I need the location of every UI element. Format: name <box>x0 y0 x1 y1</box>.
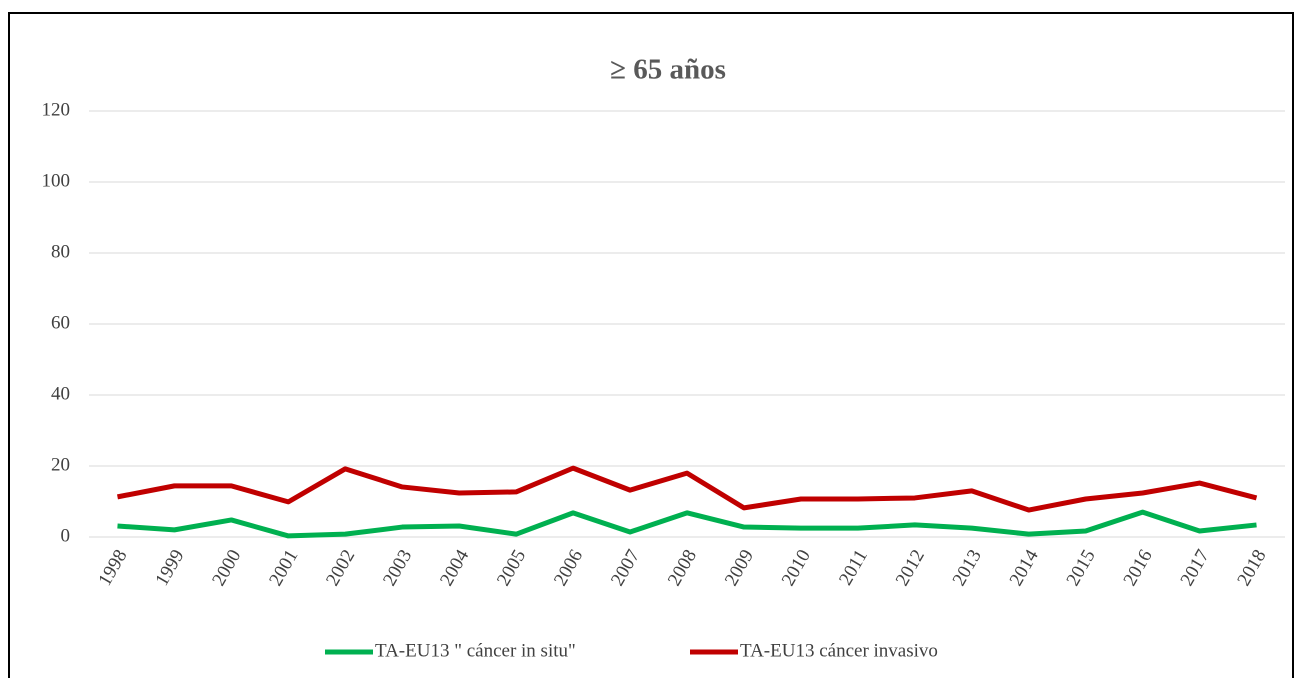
y-tick-label: 80 <box>51 241 70 262</box>
chart-border <box>8 12 1294 678</box>
x-tick-label: 2007 <box>607 546 644 589</box>
y-tick-label: 40 <box>51 383 70 404</box>
x-tick-label: 2014 <box>1006 546 1043 590</box>
x-tick-label: 2001 <box>265 546 302 589</box>
legend-label: TA-EU13 " cáncer in situ" <box>375 640 576 661</box>
x-tick-label: 2002 <box>322 546 359 589</box>
x-tick-label: 2018 <box>1233 546 1270 589</box>
x-tick-label: 2010 <box>778 546 815 589</box>
legend-label: TA-EU13 cáncer invasivo <box>740 640 938 661</box>
line-series <box>117 465 1258 513</box>
y-tick-label: 120 <box>42 99 71 120</box>
x-tick-label: 2003 <box>379 546 416 589</box>
x-tick-label: 1998 <box>94 546 131 589</box>
x-tick-label: 2011 <box>835 546 872 589</box>
x-tick-label: 2009 <box>721 546 758 589</box>
y-tick-label: 100 <box>42 170 71 191</box>
x-tick-label: 2008 <box>664 546 701 589</box>
y-tick-label: 60 <box>51 312 70 333</box>
x-tick-label: 2013 <box>949 546 986 589</box>
line-series <box>117 509 1257 539</box>
x-tick-label: 2015 <box>1063 546 1100 589</box>
y-tick-label: 0 <box>61 525 71 546</box>
x-tick-label: 2004 <box>436 546 473 590</box>
x-tick-label: 2017 <box>1176 546 1213 589</box>
x-tick-label: 2000 <box>208 546 245 589</box>
x-tick-label: 2012 <box>892 546 929 589</box>
y-tick-label: 20 <box>51 454 70 475</box>
x-tick-label: 2016 <box>1120 546 1157 589</box>
x-tick-label: 1999 <box>151 546 188 589</box>
x-tick-label: 2005 <box>493 546 530 589</box>
x-tick-label: 2006 <box>550 546 587 589</box>
chart-title: ≥ 65 años <box>610 54 726 86</box>
